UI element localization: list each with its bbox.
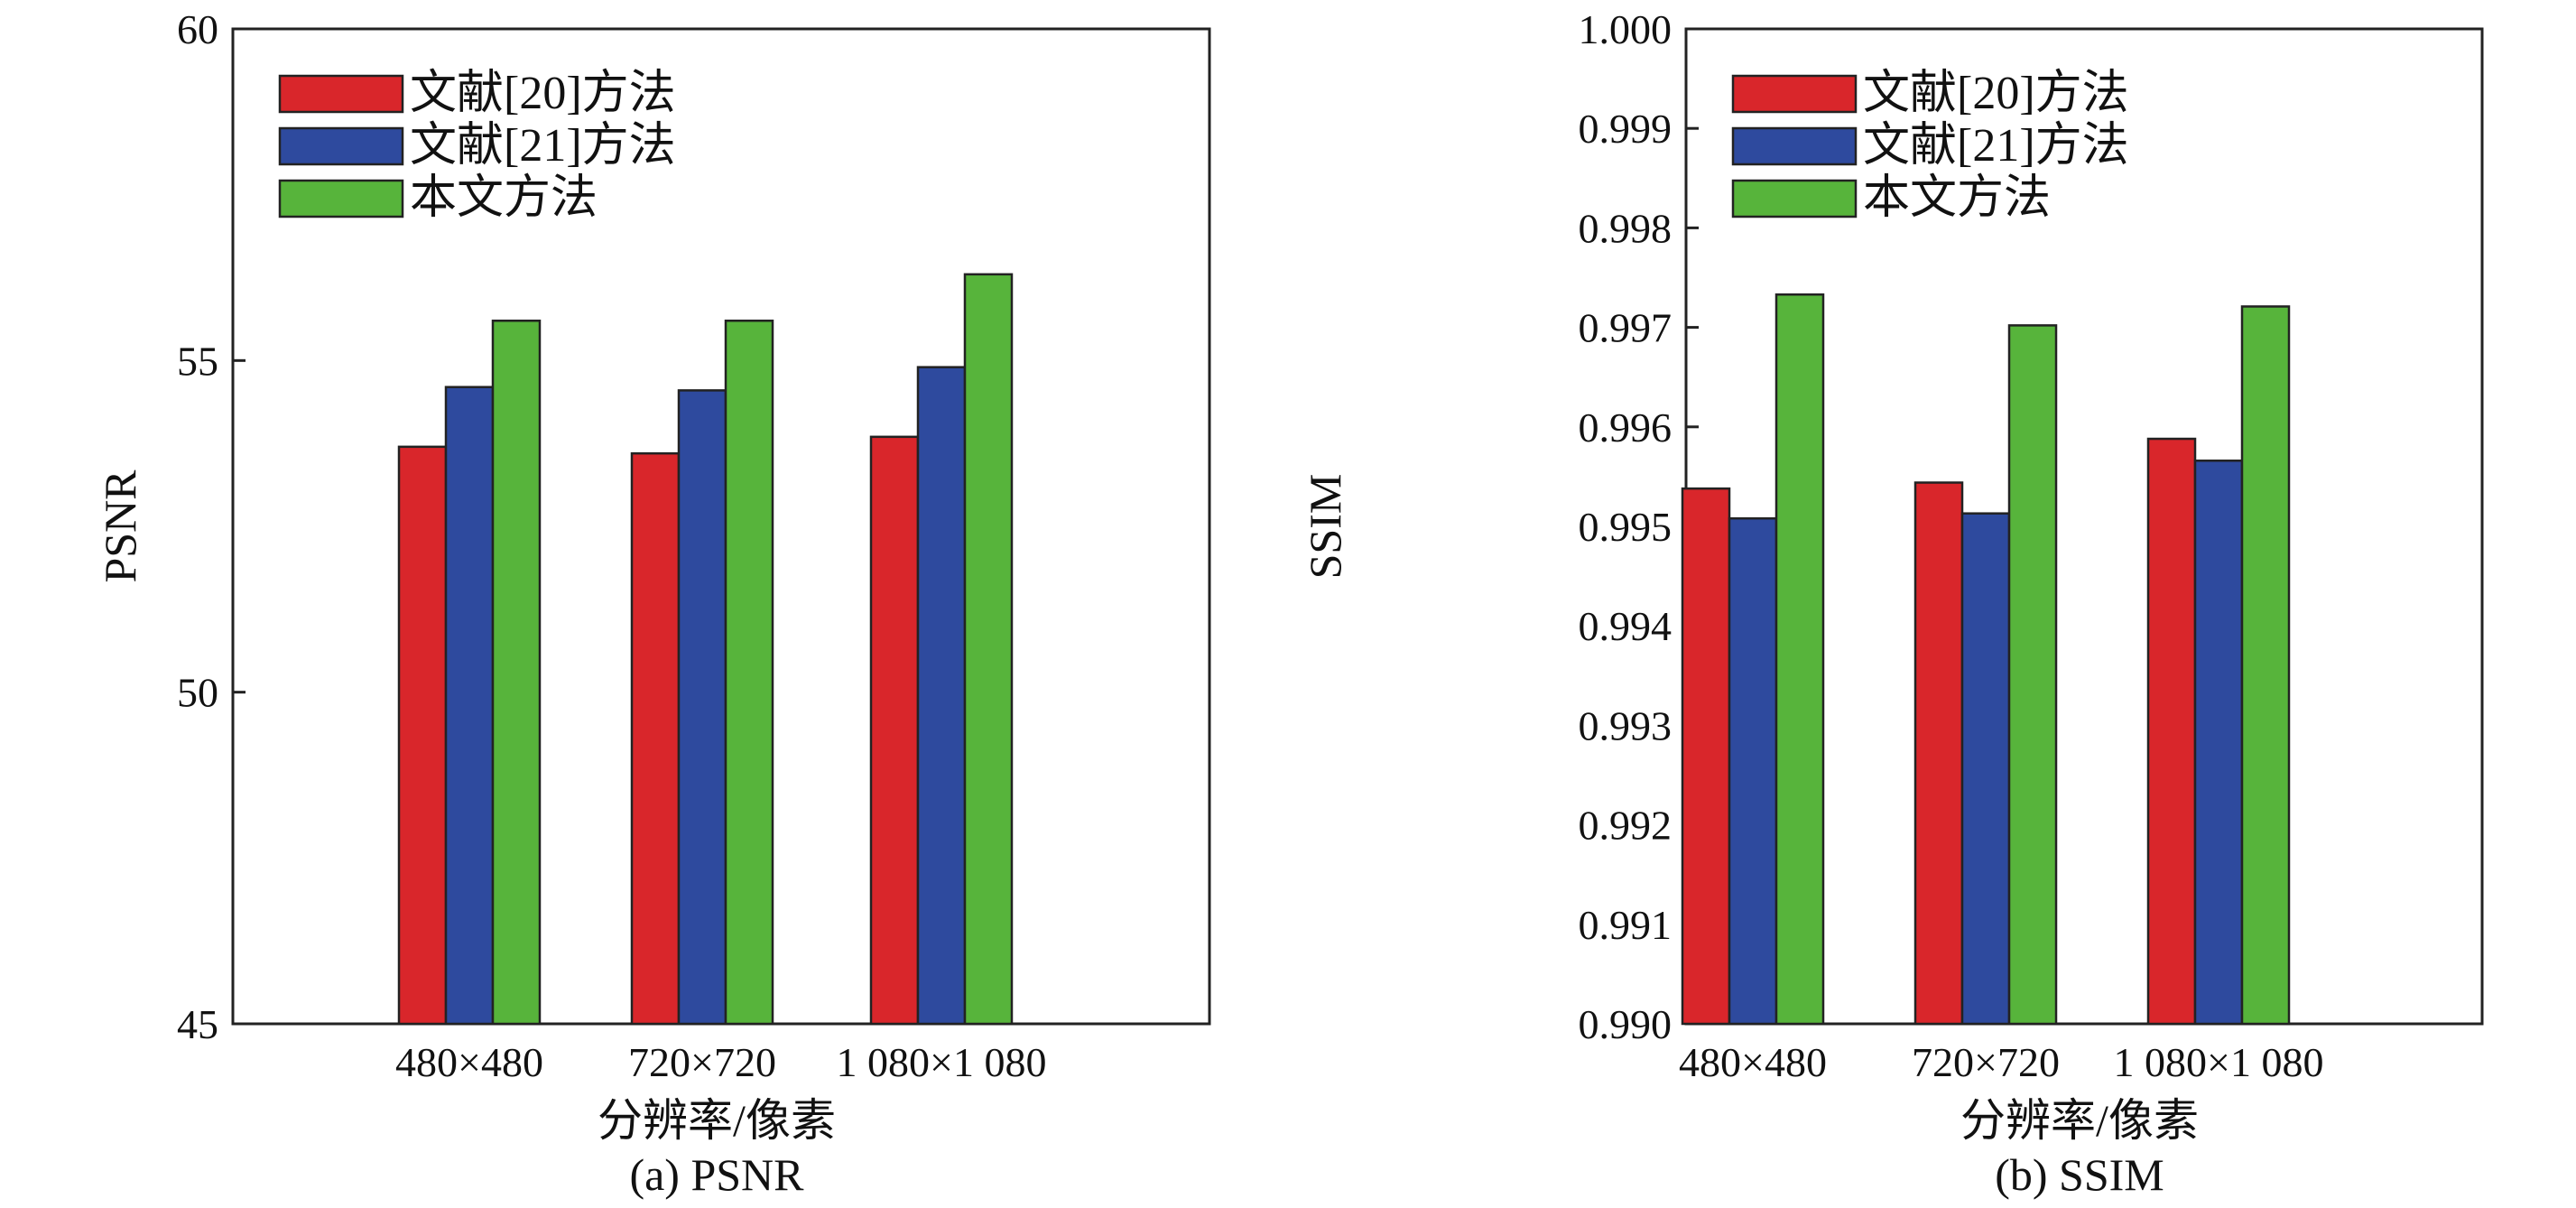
bar (1960, 512, 2011, 1026)
bar (677, 389, 727, 1026)
bar (630, 451, 681, 1026)
legend-label: 本文方法 (410, 172, 598, 224)
bar (1728, 516, 1778, 1026)
legend-swatch (278, 179, 404, 218)
x-axis-label: 分辨率/像素 (1960, 1095, 2199, 1146)
legend-swatch (278, 126, 404, 166)
panel-caption: (b) SSIM (1995, 1149, 2164, 1200)
y-tick-label: 0.999 (1579, 106, 1673, 152)
y-tick-label: 0.997 (1579, 305, 1673, 351)
bar (1681, 487, 1731, 1026)
bar (2193, 460, 2244, 1026)
y-tick-label: 1.000 (1579, 6, 1673, 52)
legend-swatch (1731, 74, 1858, 114)
bar (444, 386, 495, 1026)
x-tick-label: 480×480 (395, 1039, 543, 1085)
bar (2146, 437, 2197, 1026)
y-tick-label: 0.994 (1579, 603, 1673, 649)
x-axis-label: 分辨率/像素 (598, 1095, 836, 1146)
bar (1774, 293, 1825, 1026)
y-tick-label: 45 (177, 1001, 218, 1047)
bar (916, 366, 967, 1026)
bar (869, 435, 920, 1026)
y-tick-label: 0.990 (1579, 1001, 1673, 1047)
y-tick-label: 0.991 (1579, 902, 1673, 948)
legend-swatch (1731, 179, 1858, 218)
y-tick-label: 0.993 (1579, 702, 1673, 748)
x-tick-label: 720×720 (1912, 1039, 2060, 1085)
panel-caption: (a) PSNR (629, 1149, 804, 1200)
x-tick-label: 1 080×1 080 (2114, 1039, 2324, 1085)
legend-label: 文献[20]方法 (410, 68, 676, 119)
y-axis-label: SSIM (1300, 474, 1350, 580)
bar (397, 445, 448, 1026)
bar (963, 273, 1014, 1026)
bar (2007, 324, 2058, 1026)
y-tick-label: 60 (177, 6, 218, 52)
legend-label: 文献[20]方法 (1863, 68, 2129, 119)
legend-swatch (278, 74, 404, 114)
x-tick-label: 1 080×1 080 (837, 1039, 1047, 1085)
bar (491, 320, 542, 1026)
bar (2240, 305, 2291, 1026)
bar (1913, 481, 1964, 1026)
x-tick-label: 720×720 (628, 1039, 776, 1085)
legend-label: 本文方法 (1863, 172, 2051, 224)
y-tick-label: 0.998 (1579, 205, 1673, 251)
y-tick-label: 0.992 (1579, 803, 1673, 849)
y-axis-label: PSNR (95, 469, 145, 583)
y-tick-label: 0.996 (1579, 404, 1673, 451)
y-tick-label: 55 (177, 338, 218, 384)
legend-label: 文献[21]方法 (410, 120, 676, 172)
legend-swatch (1731, 126, 1858, 166)
y-tick-label: 0.995 (1579, 504, 1673, 550)
y-tick-label: 50 (177, 670, 218, 716)
legend-label: 文献[21]方法 (1863, 120, 2129, 172)
bar (724, 320, 774, 1026)
x-tick-label: 480×480 (1679, 1039, 1827, 1085)
